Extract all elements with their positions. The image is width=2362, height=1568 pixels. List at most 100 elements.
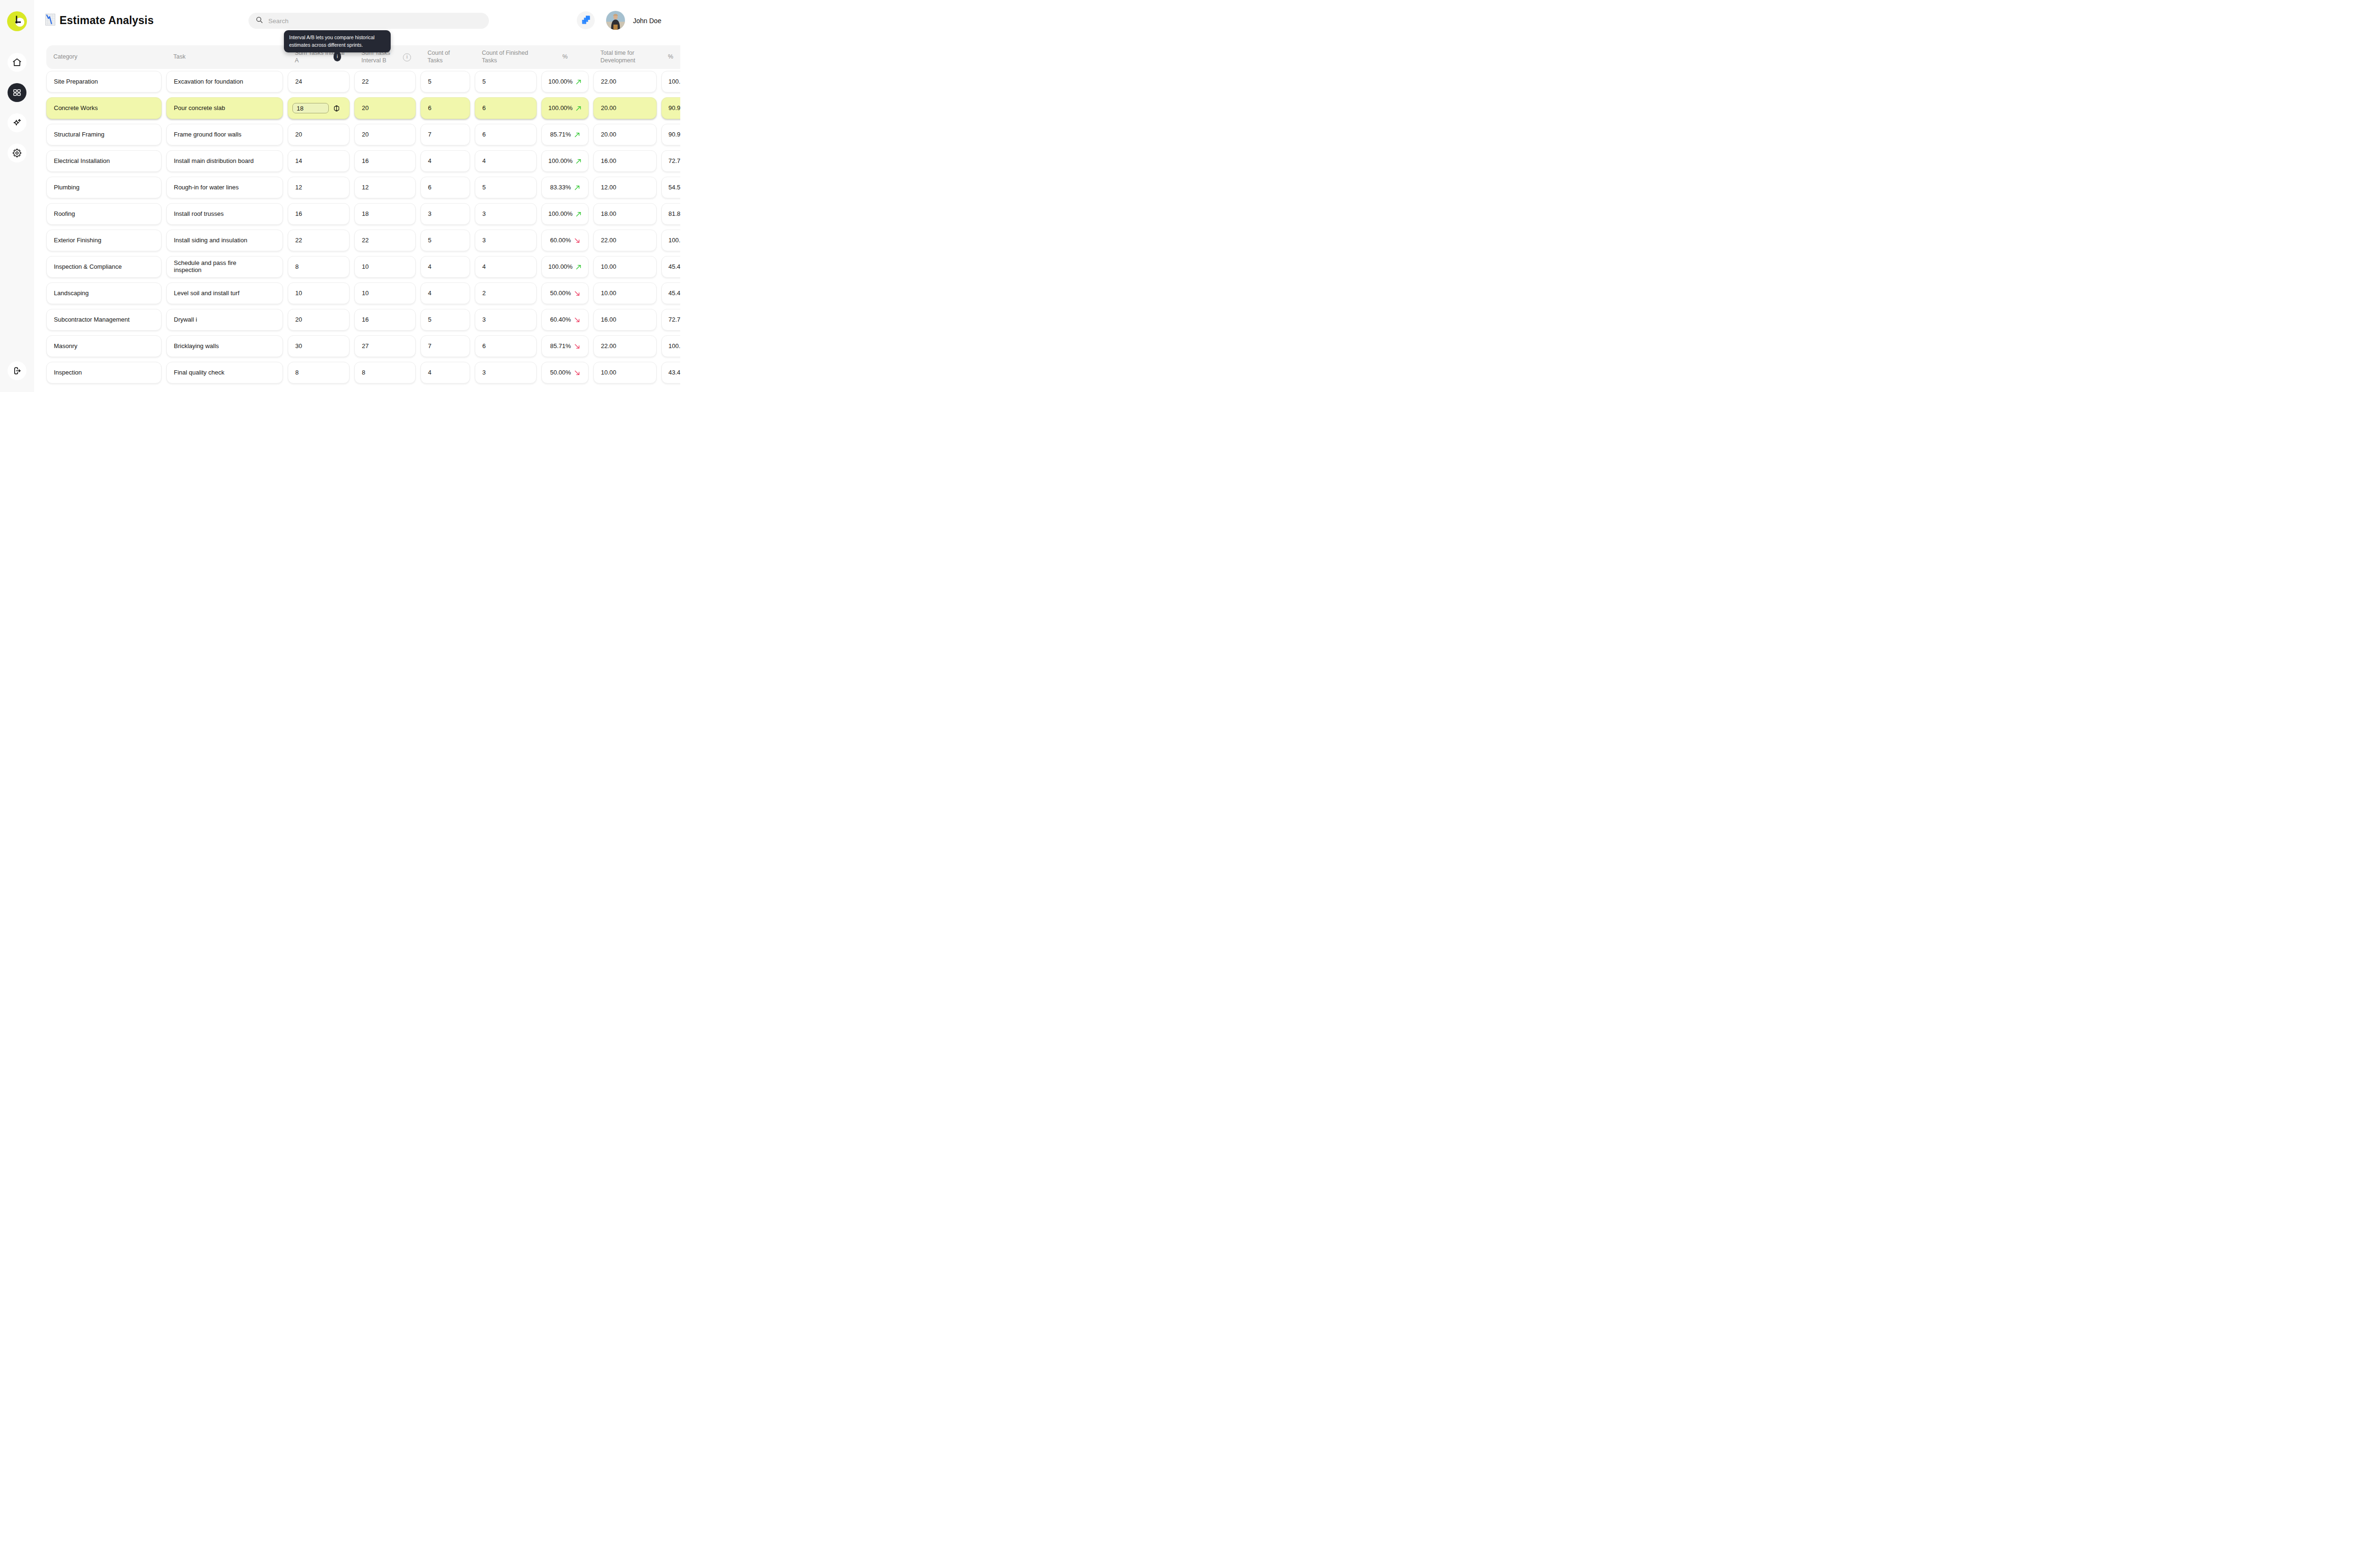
cell-count-tasks: 4 (420, 282, 470, 304)
cell-count-finished-tasks: 3 (475, 362, 537, 383)
table-row: Concrete WorksPour concrete slab2066100.… (46, 97, 680, 119)
cell-count-finished-tasks: 3 (475, 230, 537, 251)
column-header-percent-dev[interactable]: % (661, 53, 680, 61)
sidebar-item-settings[interactable] (8, 144, 26, 162)
cell-category: Site Preparation (46, 71, 162, 93)
text-cursor-input-icon[interactable] (333, 104, 341, 112)
cell-count-finished-tasks: 2 (475, 282, 537, 304)
cell-category: Structural Framing (46, 124, 162, 145)
percent-value: 100.00% (548, 78, 573, 85)
column-header-percent[interactable]: % (541, 53, 589, 61)
cell-sum-tasks-interval-a: 22 (288, 230, 350, 251)
cell-sum-tasks-interval-a (288, 97, 350, 119)
trend-down-icon (574, 370, 580, 376)
cell-category: Masonry (46, 335, 162, 357)
percent-value: 100.00% (548, 158, 573, 165)
user-avatar[interactable] (606, 11, 625, 30)
cell-sum-tasks-interval-b: 20 (354, 124, 416, 145)
cell-total-time: 20.00 (593, 97, 657, 119)
sidebar-item-ai[interactable] (8, 113, 26, 132)
table-row: Subcontractor ManagementDrywall i2016536… (46, 309, 680, 331)
cell-count-finished-tasks: 5 (475, 177, 537, 198)
trend-up-icon (574, 185, 580, 191)
trend-up-icon (575, 79, 582, 85)
cell-task: Bricklaying walls (166, 335, 283, 357)
cell-total-time: 10.00 (593, 282, 657, 304)
cell-total-time: 18.00 (593, 203, 657, 225)
cell-sum-tasks-interval-b: 10 (354, 256, 416, 278)
gear-icon (12, 148, 22, 158)
column-header-task[interactable]: Task (166, 53, 283, 61)
cell-sum-tasks-interval-a: 20 (288, 124, 350, 145)
column-header-count-tasks[interactable]: Count of Tasks (420, 50, 470, 64)
cell-count-tasks: 7 (420, 124, 470, 145)
cell-percent: 100.00% (541, 71, 589, 93)
cell-percent-dev: 81.8 (661, 203, 680, 225)
cell-task: Install siding and insulation (166, 230, 283, 251)
table-row: MasonryBricklaying walls30277685.71%22.0… (46, 335, 680, 357)
info-icon[interactable]: i (403, 53, 411, 61)
percent-value: 85.71% (550, 343, 571, 350)
search-bar[interactable] (248, 13, 489, 29)
cell-count-tasks: 6 (420, 97, 470, 119)
cell-sum-tasks-interval-a: 10 (288, 282, 350, 304)
column-header-count-finished[interactable]: Count of Finished Tasks (475, 50, 537, 64)
cell-percent: 100.00% (541, 256, 589, 278)
cell-total-time: 12.00 (593, 177, 657, 198)
cell-percent: 60.00% (541, 230, 589, 251)
percent-value: 50.00% (550, 369, 571, 376)
cell-total-time: 22.00 (593, 335, 657, 357)
percent-value: 60.40% (550, 316, 571, 324)
percent-value: 50.00% (550, 290, 571, 297)
cell-category: Inspection (46, 362, 162, 383)
trend-up-icon (575, 105, 582, 111)
cell-percent-dev: 72.7 (661, 150, 680, 172)
cell-total-time: 10.00 (593, 362, 657, 383)
cell-task: Install roof trusses (166, 203, 283, 225)
interval-tooltip: Interval A/B lets you compare historical… (284, 30, 391, 52)
cell-sum-tasks-interval-b: 16 (354, 150, 416, 172)
cell-count-finished-tasks: 6 (475, 124, 537, 145)
cell-sum-tasks-interval-b: 10 (354, 282, 416, 304)
cell-sum-tasks-interval-a: 16 (288, 203, 350, 225)
column-header-total-time[interactable]: Total time for Development (593, 50, 657, 64)
trend-up-icon (575, 264, 582, 270)
cell-task: Drywall i (166, 309, 283, 331)
cell-total-time: 22.00 (593, 71, 657, 93)
cell-total-time: 20.00 (593, 124, 657, 145)
sum-a-input[interactable] (292, 103, 329, 113)
trend-up-icon (574, 132, 580, 138)
column-header-category[interactable]: Category (46, 53, 162, 61)
cell-category: Inspection & Compliance (46, 256, 162, 278)
percent-value: 100.00% (548, 211, 573, 218)
jira-button[interactable] (577, 11, 595, 29)
cell-sum-tasks-interval-b: 22 (354, 230, 416, 251)
cell-count-finished-tasks: 3 (475, 309, 537, 331)
cell-task: Pour concrete slab (166, 97, 283, 119)
info-icon[interactable]: i (334, 51, 341, 61)
table-row: Inspection & ComplianceSchedule and pass… (46, 256, 680, 278)
cell-count-finished-tasks: 5 (475, 71, 537, 93)
table-row: Exterior FinishingInstall siding and ins… (46, 230, 680, 251)
table-row: RoofingInstall roof trusses161833100.00%… (46, 203, 680, 225)
search-input[interactable] (267, 17, 458, 25)
cell-count-tasks: 7 (420, 335, 470, 357)
sidebar (0, 0, 34, 392)
cell-sum-tasks-interval-b: 20 (354, 97, 416, 119)
cell-count-finished-tasks: 6 (475, 335, 537, 357)
user-name[interactable]: John Doe (633, 17, 661, 25)
table-row: InspectionFinal quality check884350.00%1… (46, 362, 680, 383)
sidebar-item-dashboard[interactable] (8, 83, 26, 102)
cell-count-tasks: 3 (420, 203, 470, 225)
cell-category: Exterior Finishing (46, 230, 162, 251)
cell-percent: 50.00% (541, 362, 589, 383)
cell-sum-tasks-interval-a: 24 (288, 71, 350, 93)
trend-down-icon (574, 317, 580, 323)
sidebar-item-home[interactable] (8, 53, 26, 72)
cell-percent-dev: 100.0 (661, 230, 680, 251)
cell-percent: 60.40% (541, 309, 589, 331)
cell-task: Frame ground floor walls (166, 124, 283, 145)
sidebar-item-logout[interactable] (8, 361, 26, 380)
page-header: Estimate Analysis (45, 14, 154, 27)
cell-percent: 50.00% (541, 282, 589, 304)
